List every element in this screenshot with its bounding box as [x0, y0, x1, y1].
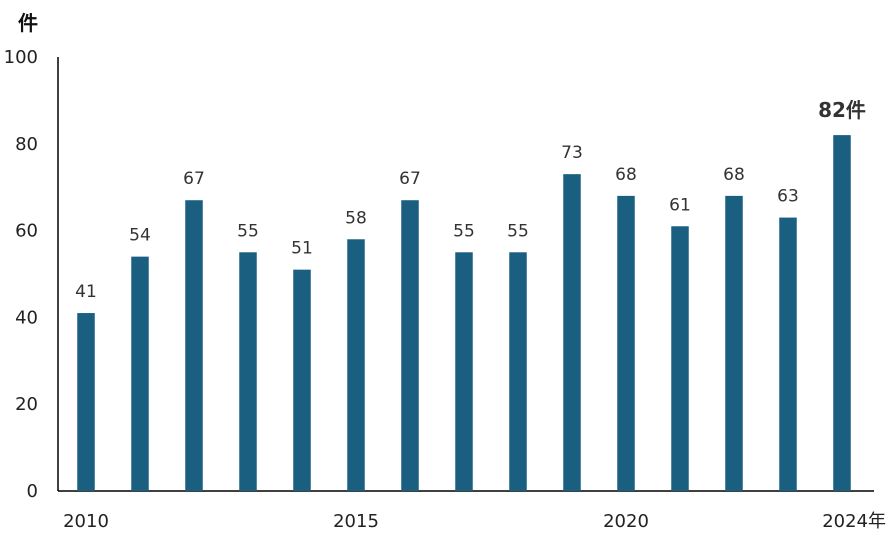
- bar-value-label: 67: [399, 169, 421, 189]
- bar: [725, 195, 743, 491]
- bar-value-label: 51: [291, 239, 313, 259]
- bar: [77, 313, 95, 491]
- bar: [833, 135, 851, 491]
- y-tick-label: 20: [15, 394, 38, 415]
- x-axis-ticks: 2010 2015 2020 2024年: [63, 511, 886, 532]
- bar-value-label: 73: [561, 143, 583, 163]
- bar-value-label: 63: [777, 187, 799, 207]
- bars-group: [77, 135, 851, 491]
- x-tick-label: 2010: [63, 511, 109, 532]
- y-tick-label: 80: [15, 134, 38, 155]
- y-tick-label: 0: [27, 481, 38, 502]
- y-axis-ticks: 0 20 40 60 80 100: [4, 47, 38, 502]
- y-tick-label: 60: [15, 221, 38, 242]
- value-labels-group: 41 54 67 55 51 58 67 55 55 73 68 61 68 63 82件: [75, 98, 866, 302]
- bar: [401, 200, 419, 491]
- bar-value-label: 55: [237, 221, 259, 241]
- bar: [347, 239, 365, 491]
- bar: [509, 252, 527, 491]
- bar-value-label: 41: [75, 282, 97, 302]
- bar-value-label: 55: [507, 221, 529, 241]
- bar: [671, 226, 689, 491]
- x-tick-label: 2015: [333, 511, 379, 532]
- bar: [563, 174, 581, 491]
- y-tick-label: 40: [15, 307, 38, 328]
- bar-value-label: 82件: [818, 98, 866, 122]
- bar-value-label: 68: [723, 165, 745, 185]
- y-axis-unit: 件: [18, 11, 38, 35]
- bar: [239, 252, 257, 491]
- bar-value-label: 54: [129, 226, 151, 246]
- bar: [617, 195, 635, 491]
- bar: [455, 252, 473, 491]
- bar: [185, 200, 203, 491]
- bar-value-label: 55: [453, 221, 475, 241]
- bar-value-label: 61: [669, 195, 691, 215]
- bar-value-label: 67: [183, 169, 205, 189]
- bar-value-label: 68: [615, 165, 637, 185]
- x-tick-label: 2020: [603, 511, 649, 532]
- bar: [779, 217, 797, 491]
- bar: [131, 256, 149, 491]
- x-tick-label: 2024年: [822, 511, 886, 532]
- bar: [293, 269, 311, 491]
- bar-value-label: 58: [345, 208, 367, 228]
- y-tick-label: 100: [4, 47, 38, 68]
